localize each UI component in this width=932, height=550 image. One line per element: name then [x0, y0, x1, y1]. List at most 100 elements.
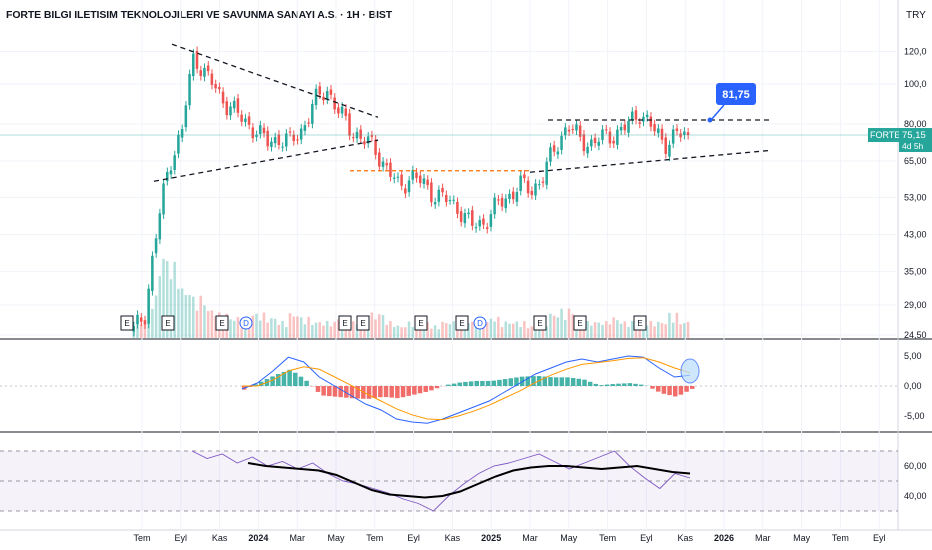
macd-histogram-bar: [502, 379, 508, 386]
macd-histogram-bar: [587, 381, 593, 386]
volume-bar: [586, 321, 589, 338]
symbol-badge-label: FORTE: [870, 130, 900, 140]
candle-body: [426, 179, 429, 186]
macd-histogram-bar: [366, 386, 372, 399]
candle-body: [437, 189, 441, 202]
candle-body: [485, 227, 489, 229]
macd-histogram-bar: [315, 386, 321, 392]
candle-body: [359, 129, 362, 139]
macd-histogram-bar: [672, 386, 678, 397]
volume-bar: [515, 321, 519, 338]
macd-histogram-bar: [553, 377, 559, 386]
macd-histogram-bar: [548, 377, 553, 386]
candle-body: [281, 146, 284, 148]
candle-body: [244, 118, 247, 123]
time-tick-label: Eyl: [640, 533, 653, 543]
candle-body: [660, 128, 664, 140]
candle-body: [675, 128, 679, 131]
volume-bar: [582, 323, 586, 338]
candle-body: [232, 100, 236, 109]
volume-bar: [292, 316, 295, 338]
candle-body: [262, 127, 266, 134]
macd-histogram-bar: [531, 376, 536, 386]
volume-bar: [378, 314, 381, 338]
macd-histogram-bar: [468, 381, 474, 386]
price-badge: [899, 128, 932, 153]
macd-histogram-bar: [474, 380, 480, 386]
candle-body: [270, 141, 273, 148]
candle-body: [329, 89, 333, 95]
candle-body: [534, 183, 537, 196]
macd-histogram-bar: [463, 381, 468, 386]
candle-body: [210, 73, 214, 85]
volume-bar: [616, 320, 619, 338]
volume-bar: [400, 327, 403, 338]
chart-title: FORTE BILGI ILETISIM TEKNOLOJILERI VE SA…: [6, 9, 393, 21]
macd-histogram-bar: [599, 385, 604, 386]
macd-histogram-bar: [570, 377, 576, 386]
earnings-marker-label: E: [537, 319, 542, 328]
macd-line: [241, 355, 691, 424]
volume-bar: [664, 324, 667, 338]
volume-bar: [281, 321, 284, 338]
rising-support-line: [529, 149, 773, 173]
candle-body: [545, 161, 548, 185]
volume-bar: [158, 276, 162, 338]
volume-bar: [404, 327, 407, 338]
macd-histogram-bar: [565, 377, 570, 386]
currency-label[interactable]: TRY: [906, 10, 926, 21]
candle-body: [173, 155, 176, 170]
volume-bar: [136, 321, 139, 338]
candle-body: [511, 191, 515, 200]
candle-body: [537, 184, 541, 186]
candle-body: [366, 136, 370, 144]
candle-body: [378, 152, 381, 167]
candle-body: [322, 96, 325, 101]
candle-body: [508, 193, 511, 200]
macd-histogram-bar: [638, 384, 644, 386]
volume-bar: [627, 327, 630, 338]
candle-body: [247, 116, 251, 125]
candle-body: [299, 128, 303, 140]
time-tick-label: 2025: [481, 533, 501, 543]
time-tick-label: May: [327, 533, 345, 543]
volume-bar: [474, 326, 478, 338]
volume-bar: [523, 321, 526, 338]
candle-body: [277, 134, 281, 145]
volume-bar: [660, 323, 664, 338]
macd-histogram-bar: [434, 386, 440, 389]
volume-bar: [526, 328, 530, 338]
volume-bar: [262, 312, 266, 338]
candle-body: [653, 124, 656, 132]
macd-histogram-bar: [389, 386, 394, 398]
macd-histogram-bar: [633, 383, 638, 386]
candle-body: [258, 125, 262, 134]
candle-body: [151, 255, 154, 292]
candle-body: [177, 134, 180, 154]
candle-body: [303, 125, 307, 131]
earnings-marker: [120, 315, 134, 331]
volume-bar: [236, 317, 240, 338]
candle-body: [430, 182, 433, 203]
candle-body: [206, 65, 210, 72]
candle-body: [415, 172, 418, 179]
time-tick-label: 2026: [714, 533, 734, 543]
macd-highlight-ellipse: [680, 358, 700, 384]
candle-body: [389, 162, 392, 177]
candle-body: [649, 116, 653, 127]
volume-bar: [392, 327, 396, 338]
macd-histogram-bar: [423, 386, 428, 392]
time-tick-label: Tem: [599, 533, 616, 543]
volume-bar: [244, 321, 247, 338]
macd-histogram-bar: [378, 386, 383, 398]
macd-histogram-bar: [321, 386, 326, 396]
candle-body: [564, 127, 567, 136]
volume-bar: [597, 322, 601, 338]
dividend-marker-label: D: [477, 319, 483, 328]
volume-bar: [433, 325, 437, 338]
volume-bar: [154, 295, 158, 338]
volume-bar: [485, 322, 489, 338]
candle-body: [590, 139, 593, 147]
candle-body: [638, 122, 641, 124]
